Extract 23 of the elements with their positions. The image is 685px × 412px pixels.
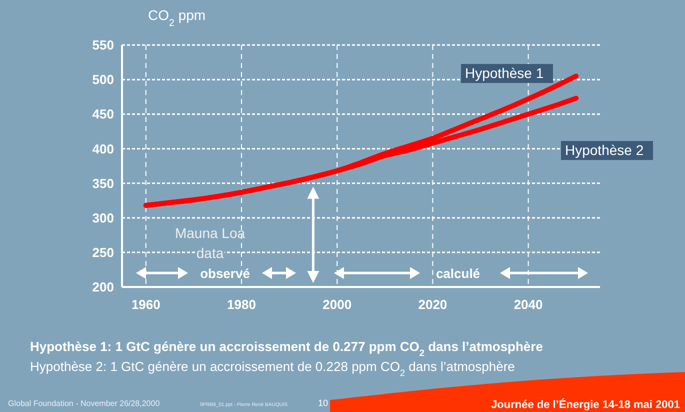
y-tick-label: 250 — [92, 244, 114, 260]
text: 10 — [318, 398, 328, 408]
y-tick-label: 350 — [92, 176, 114, 191]
text: Hypothèse 2 — [565, 142, 644, 158]
y-tick-label: 200 — [92, 280, 114, 295]
y-tick-label: 450 — [92, 106, 114, 122]
y-tick-label: 500 — [92, 72, 114, 88]
text: Journée de l’Énergie 14-18 mai 2001 — [491, 398, 680, 411]
text: Hypothèse 1: 1 GtC génère un accroissement de 0.277 ppm CO$_{2}$ dans l’atmosphère — [30, 339, 543, 358]
text: Global Foundation - November 26/28,2000 — [8, 399, 160, 408]
x-tick-label: 2020 — [418, 297, 448, 312]
x-tick-label: 1960 — [131, 297, 160, 312]
annotation: observé — [200, 266, 250, 281]
text: Hypothèse 2: 1 GtC génère un accroissement de 0.228 ppm CO$_{2}$ dans l’atmosphère — [30, 359, 515, 378]
y-axis-title: CO$_{2}$ ppm — [148, 7, 206, 28]
y-tick-label: 400 — [92, 141, 114, 156]
y-tick-label: 300 — [92, 210, 114, 226]
y-tick-label: 550 — [92, 38, 114, 53]
x-tick-label: 1980 — [227, 297, 256, 312]
x-tick-label: 2000 — [322, 297, 352, 312]
series-label: Hypothèse 1 — [465, 65, 544, 81]
x-tick-label: 2040 — [514, 297, 543, 312]
annotation: calculé — [436, 266, 480, 281]
